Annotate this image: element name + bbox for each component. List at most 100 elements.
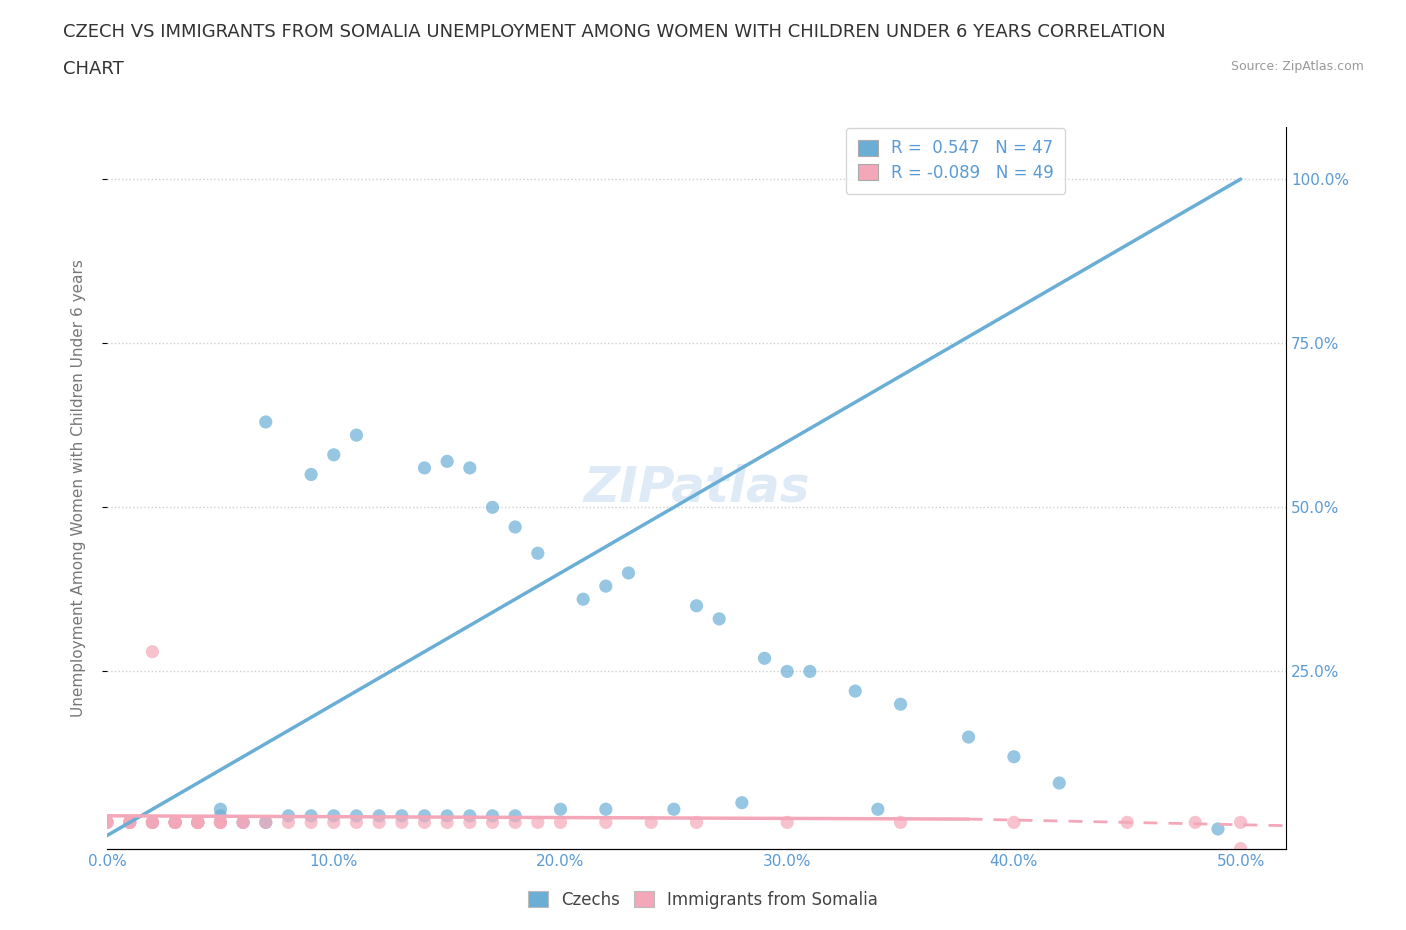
Point <box>254 815 277 830</box>
Point <box>799 664 821 679</box>
Point <box>527 815 550 830</box>
Point <box>118 815 141 830</box>
Point <box>503 520 526 535</box>
Point <box>346 808 368 823</box>
Point <box>957 730 980 745</box>
Point <box>141 815 163 830</box>
Point <box>640 815 662 830</box>
Text: CZECH VS IMMIGRANTS FROM SOMALIA UNEMPLOYMENT AMONG WOMEN WITH CHILDREN UNDER 6 : CZECH VS IMMIGRANTS FROM SOMALIA UNEMPLO… <box>63 23 1166 41</box>
Point <box>141 644 163 659</box>
Text: Source: ZipAtlas.com: Source: ZipAtlas.com <box>1230 60 1364 73</box>
Point <box>322 815 344 830</box>
Point <box>187 815 209 830</box>
Point <box>481 499 503 514</box>
Point <box>165 815 187 830</box>
Point <box>527 546 550 561</box>
Point <box>436 808 458 823</box>
Point <box>1002 815 1025 830</box>
Point <box>209 815 232 830</box>
Point <box>413 808 436 823</box>
Point <box>232 815 254 830</box>
Point <box>458 808 481 823</box>
Point <box>118 815 141 830</box>
Point <box>617 565 640 580</box>
Point <box>187 815 209 830</box>
Point <box>322 808 344 823</box>
Point <box>866 802 889 817</box>
Point <box>368 815 391 830</box>
Point <box>118 815 141 830</box>
Point <box>391 815 413 830</box>
Point <box>413 460 436 475</box>
Point <box>481 815 503 830</box>
Point <box>165 815 187 830</box>
Point <box>96 815 118 830</box>
Point <box>1229 842 1251 857</box>
Point <box>413 815 436 830</box>
Point <box>368 808 391 823</box>
Point <box>299 467 322 482</box>
Point <box>165 815 187 830</box>
Point <box>436 815 458 830</box>
Point <box>458 460 481 475</box>
Point <box>550 815 572 830</box>
Point <box>141 815 163 830</box>
Point <box>187 815 209 830</box>
Point <box>165 815 187 830</box>
Point <box>595 578 617 593</box>
Point <box>322 447 344 462</box>
Point <box>209 815 232 830</box>
Point <box>299 815 322 830</box>
Point <box>346 428 368 443</box>
Point <box>141 815 163 830</box>
Point <box>277 815 299 830</box>
Point <box>118 815 141 830</box>
Point <box>754 651 776 666</box>
Point <box>662 802 685 817</box>
Point <box>595 802 617 817</box>
Point <box>595 815 617 830</box>
Point <box>187 815 209 830</box>
Point <box>209 808 232 823</box>
Text: CHART: CHART <box>63 60 124 78</box>
Point <box>1206 821 1229 836</box>
Point <box>709 611 731 626</box>
Point <box>232 815 254 830</box>
Point <box>141 815 163 830</box>
Y-axis label: Unemployment Among Women with Children Under 6 years: Unemployment Among Women with Children U… <box>72 259 86 716</box>
Point <box>187 815 209 830</box>
Legend: R =  0.547   N = 47, R = -0.089   N = 49: R = 0.547 N = 47, R = -0.089 N = 49 <box>846 127 1066 193</box>
Point <box>572 591 595 606</box>
Point <box>503 808 526 823</box>
Point <box>481 808 503 823</box>
Point <box>844 684 866 698</box>
Point <box>165 815 187 830</box>
Point <box>458 815 481 830</box>
Point <box>187 815 209 830</box>
Point <box>277 808 299 823</box>
Point <box>299 808 322 823</box>
Point <box>1002 750 1025 764</box>
Point <box>209 815 232 830</box>
Point <box>232 815 254 830</box>
Point <box>1229 815 1251 830</box>
Point <box>890 697 912 711</box>
Point <box>685 815 707 830</box>
Point <box>254 415 277 430</box>
Point <box>776 815 799 830</box>
Point <box>550 802 572 817</box>
Point <box>776 664 799 679</box>
Text: ZIPatlas: ZIPatlas <box>583 464 810 512</box>
Point <box>436 454 458 469</box>
Point <box>685 598 707 613</box>
Point <box>1116 815 1139 830</box>
Point <box>1047 776 1070 790</box>
Point <box>254 815 277 830</box>
Point <box>1184 815 1206 830</box>
Point <box>346 815 368 830</box>
Point <box>391 808 413 823</box>
Point <box>890 815 912 830</box>
Point <box>731 795 754 810</box>
Point <box>209 802 232 817</box>
Point <box>503 815 526 830</box>
